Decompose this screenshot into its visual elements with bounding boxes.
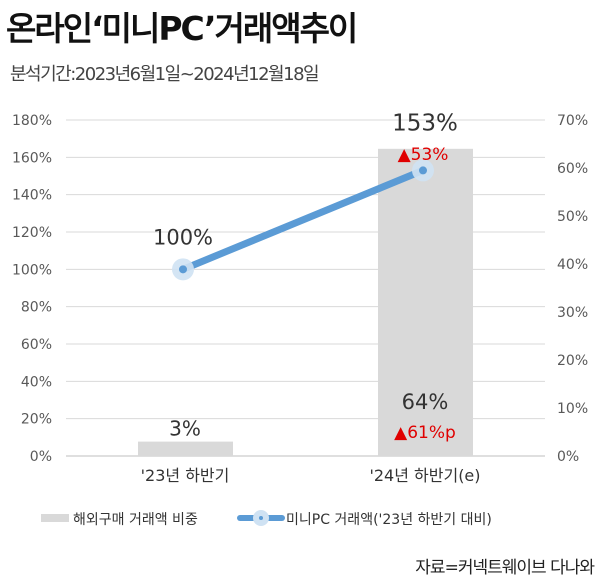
left-tick-label: 100%: [12, 262, 52, 278]
right-tick-label: 30%: [557, 305, 588, 321]
right-tick-label: 0%: [557, 449, 579, 465]
line-data-label: 100%: [153, 225, 213, 249]
chart-title: 온라인‘미니PC’거래액추이: [6, 9, 358, 48]
right-tick-label: 50%: [557, 209, 588, 225]
data-point: [179, 265, 187, 274]
source-note: 자료=커넥트웨이브 다나와: [415, 558, 595, 578]
annotation-label: ▲61%p: [394, 423, 456, 443]
left-tick-label: 180%: [12, 113, 52, 129]
left-tick-label: 120%: [12, 225, 52, 241]
category-label: '24년 하반기(e): [369, 466, 480, 485]
legend-label: 해외구매 거래액 비중: [73, 512, 198, 528]
data-point: [419, 166, 427, 175]
legend-swatch-bar: [41, 514, 69, 522]
chart-subtitle: 분석기간:2023년6월1일~2024년12월18일: [10, 64, 320, 85]
right-tick-label: 70%: [557, 113, 588, 129]
annotation-label: ▲53%: [398, 145, 449, 165]
left-tick-label: 0%: [30, 449, 52, 465]
left-tick-label: 20%: [21, 412, 52, 428]
left-tick-label: 160%: [12, 150, 52, 166]
bar: [138, 441, 233, 456]
line-data-label: 153%: [392, 110, 458, 136]
bar: [378, 148, 473, 457]
legend-point: [259, 516, 263, 520]
series-line: [179, 166, 427, 273]
right-tick-label: 20%: [557, 353, 588, 369]
right-tick-label: 10%: [557, 401, 588, 417]
left-tick-label: 140%: [12, 188, 52, 204]
bar-data-label: 64%: [402, 390, 449, 414]
right-tick-label: 40%: [557, 257, 588, 273]
bar-data-label: 3%: [169, 417, 201, 441]
right-tick-label: 60%: [557, 161, 588, 177]
left-tick-label: 60%: [21, 337, 52, 353]
legend-label: 미니PC 거래액('23년 하반기 대비): [286, 512, 492, 528]
left-tick-label: 80%: [21, 300, 52, 316]
left-tick-label: 40%: [21, 374, 52, 390]
category-label: '23년 하반기: [141, 466, 230, 485]
